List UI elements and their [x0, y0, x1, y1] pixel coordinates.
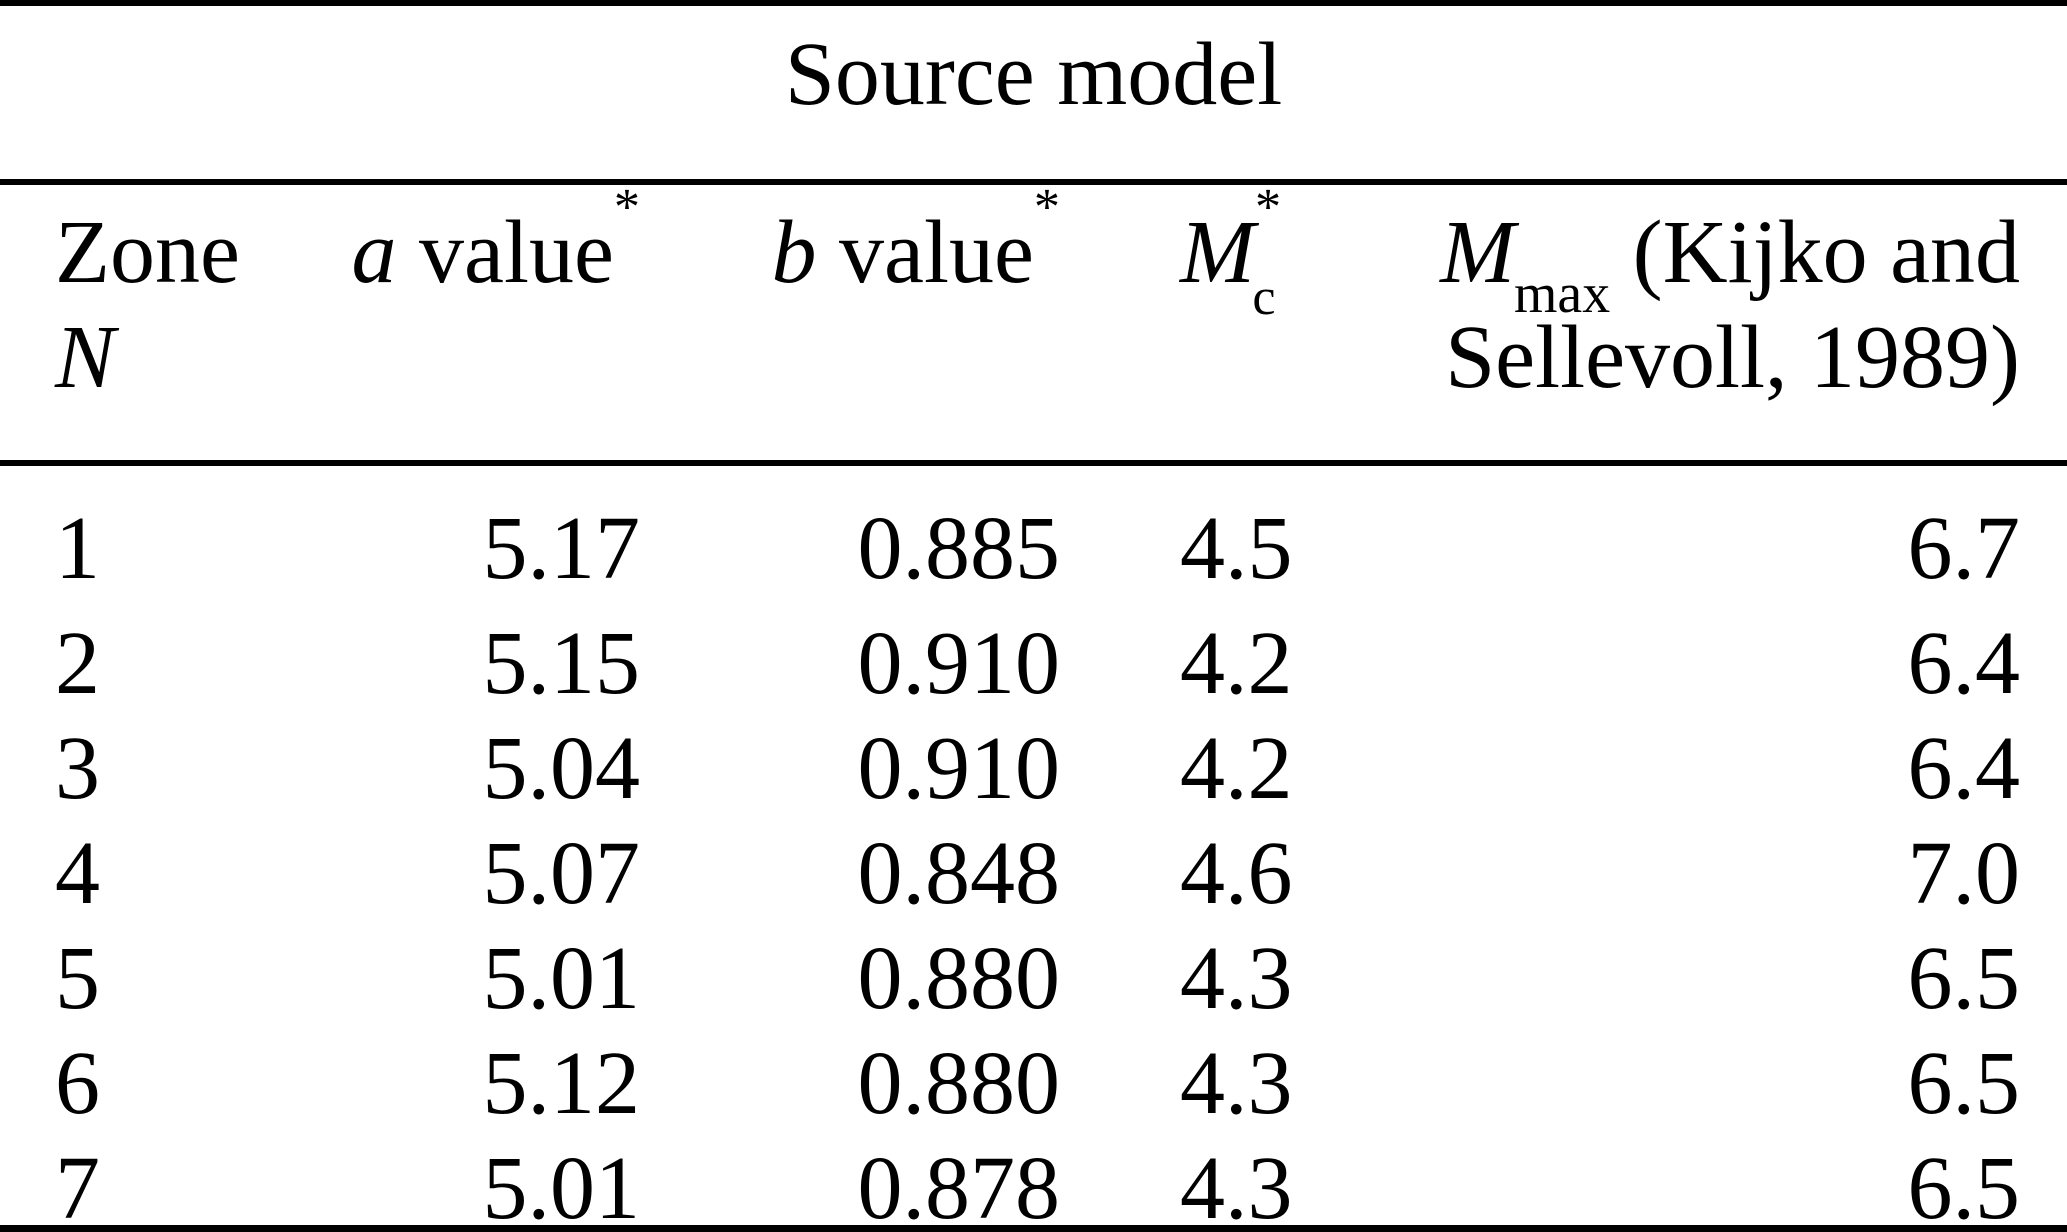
cell-zone: 7 [55, 1139, 100, 1232]
cell-b-value: 0.910 [857, 614, 1061, 713]
col-header-a-value: a value* [290, 181, 640, 466]
col-header-b-value: b value* [640, 181, 1060, 466]
cell-mc: 4.2 [1180, 614, 1293, 713]
cell-b-value: 0.910 [857, 719, 1061, 818]
cell-mmax: 6.4 [1907, 719, 2021, 818]
table-row: 2 5.15 0.910 4.2 6.4 [0, 611, 2067, 716]
table-row: 7 5.01 0.878 4.3 6.5 [0, 1136, 2067, 1232]
col-header-mmax-line1: Mmax (Kijko and [1440, 203, 2021, 326]
asterisk: * [613, 177, 640, 236]
cell-zone: 5 [55, 929, 100, 1028]
cell-b-value: 0.880 [857, 929, 1061, 1028]
cell-mmax: 6.5 [1907, 929, 2021, 1028]
asterisk: * [1033, 177, 1060, 236]
cell-b-value: 0.878 [857, 1139, 1061, 1232]
cell-b-value: 0.880 [857, 1034, 1061, 1133]
col-header-mc: M*c [1060, 181, 1425, 466]
cell-a-value: 5.07 [482, 824, 641, 923]
cell-a-value: 5.04 [482, 719, 641, 818]
cell-a-value: 5.17 [482, 499, 641, 598]
col-header-mmax: Mmax (Kijko and Sellevoll, 1989) [1425, 182, 2067, 466]
cell-a-value: 5.01 [482, 929, 641, 1028]
cell-zone: 3 [55, 719, 100, 818]
cell-a-value: 5.15 [482, 614, 641, 713]
cell-mc: 4.3 [1180, 929, 1293, 1028]
col-header-zone: Zone N [0, 182, 290, 466]
cell-zone: 2 [55, 614, 100, 713]
cell-mc: 4.5 [1180, 499, 1293, 598]
cell-mmax: 6.7 [1907, 499, 2021, 598]
cell-a-value: 5.01 [482, 1139, 641, 1232]
table-row: 4 5.07 0.848 4.6 7.0 [0, 821, 2067, 926]
table-header-row: Zone N a value* b value* M*c Mmax (Kijko… [0, 181, 2067, 466]
cell-zone: 6 [55, 1034, 100, 1133]
table-title: Source model [0, 3, 2067, 185]
cell-mmax: 6.5 [1907, 1139, 2021, 1232]
col-header-mmax-line2: Sellevoll, 1989) [1445, 308, 2021, 407]
col-header-zone-line1: Zone [55, 203, 240, 302]
cell-a-value: 5.12 [482, 1034, 641, 1133]
cell-b-value: 0.885 [857, 499, 1061, 598]
cell-mmax: 6.5 [1907, 1034, 2021, 1133]
col-header-zone-line2: N [55, 308, 116, 407]
cell-mc: 4.3 [1180, 1034, 1293, 1133]
cell-mmax: 6.4 [1907, 614, 2021, 713]
cell-mmax: 7.0 [1907, 824, 2021, 923]
table-row: 6 5.12 0.880 4.3 6.5 [0, 1031, 2067, 1136]
cell-mc: 4.2 [1180, 719, 1293, 818]
cell-b-value: 0.848 [857, 824, 1061, 923]
cell-zone: 4 [55, 824, 100, 923]
cell-mc: 4.3 [1180, 1139, 1293, 1232]
asterisk: * [1254, 177, 1282, 236]
cell-mc: 4.6 [1180, 824, 1293, 923]
table-title-row: Source model [0, 3, 2067, 185]
cell-zone: 1 [55, 499, 100, 598]
table-row: 3 5.04 0.910 4.2 6.4 [0, 716, 2067, 821]
table-row: 5 5.01 0.880 4.3 6.5 [0, 926, 2067, 1031]
table-row: 1 5.17 0.885 4.5 6.7 [0, 463, 2067, 611]
